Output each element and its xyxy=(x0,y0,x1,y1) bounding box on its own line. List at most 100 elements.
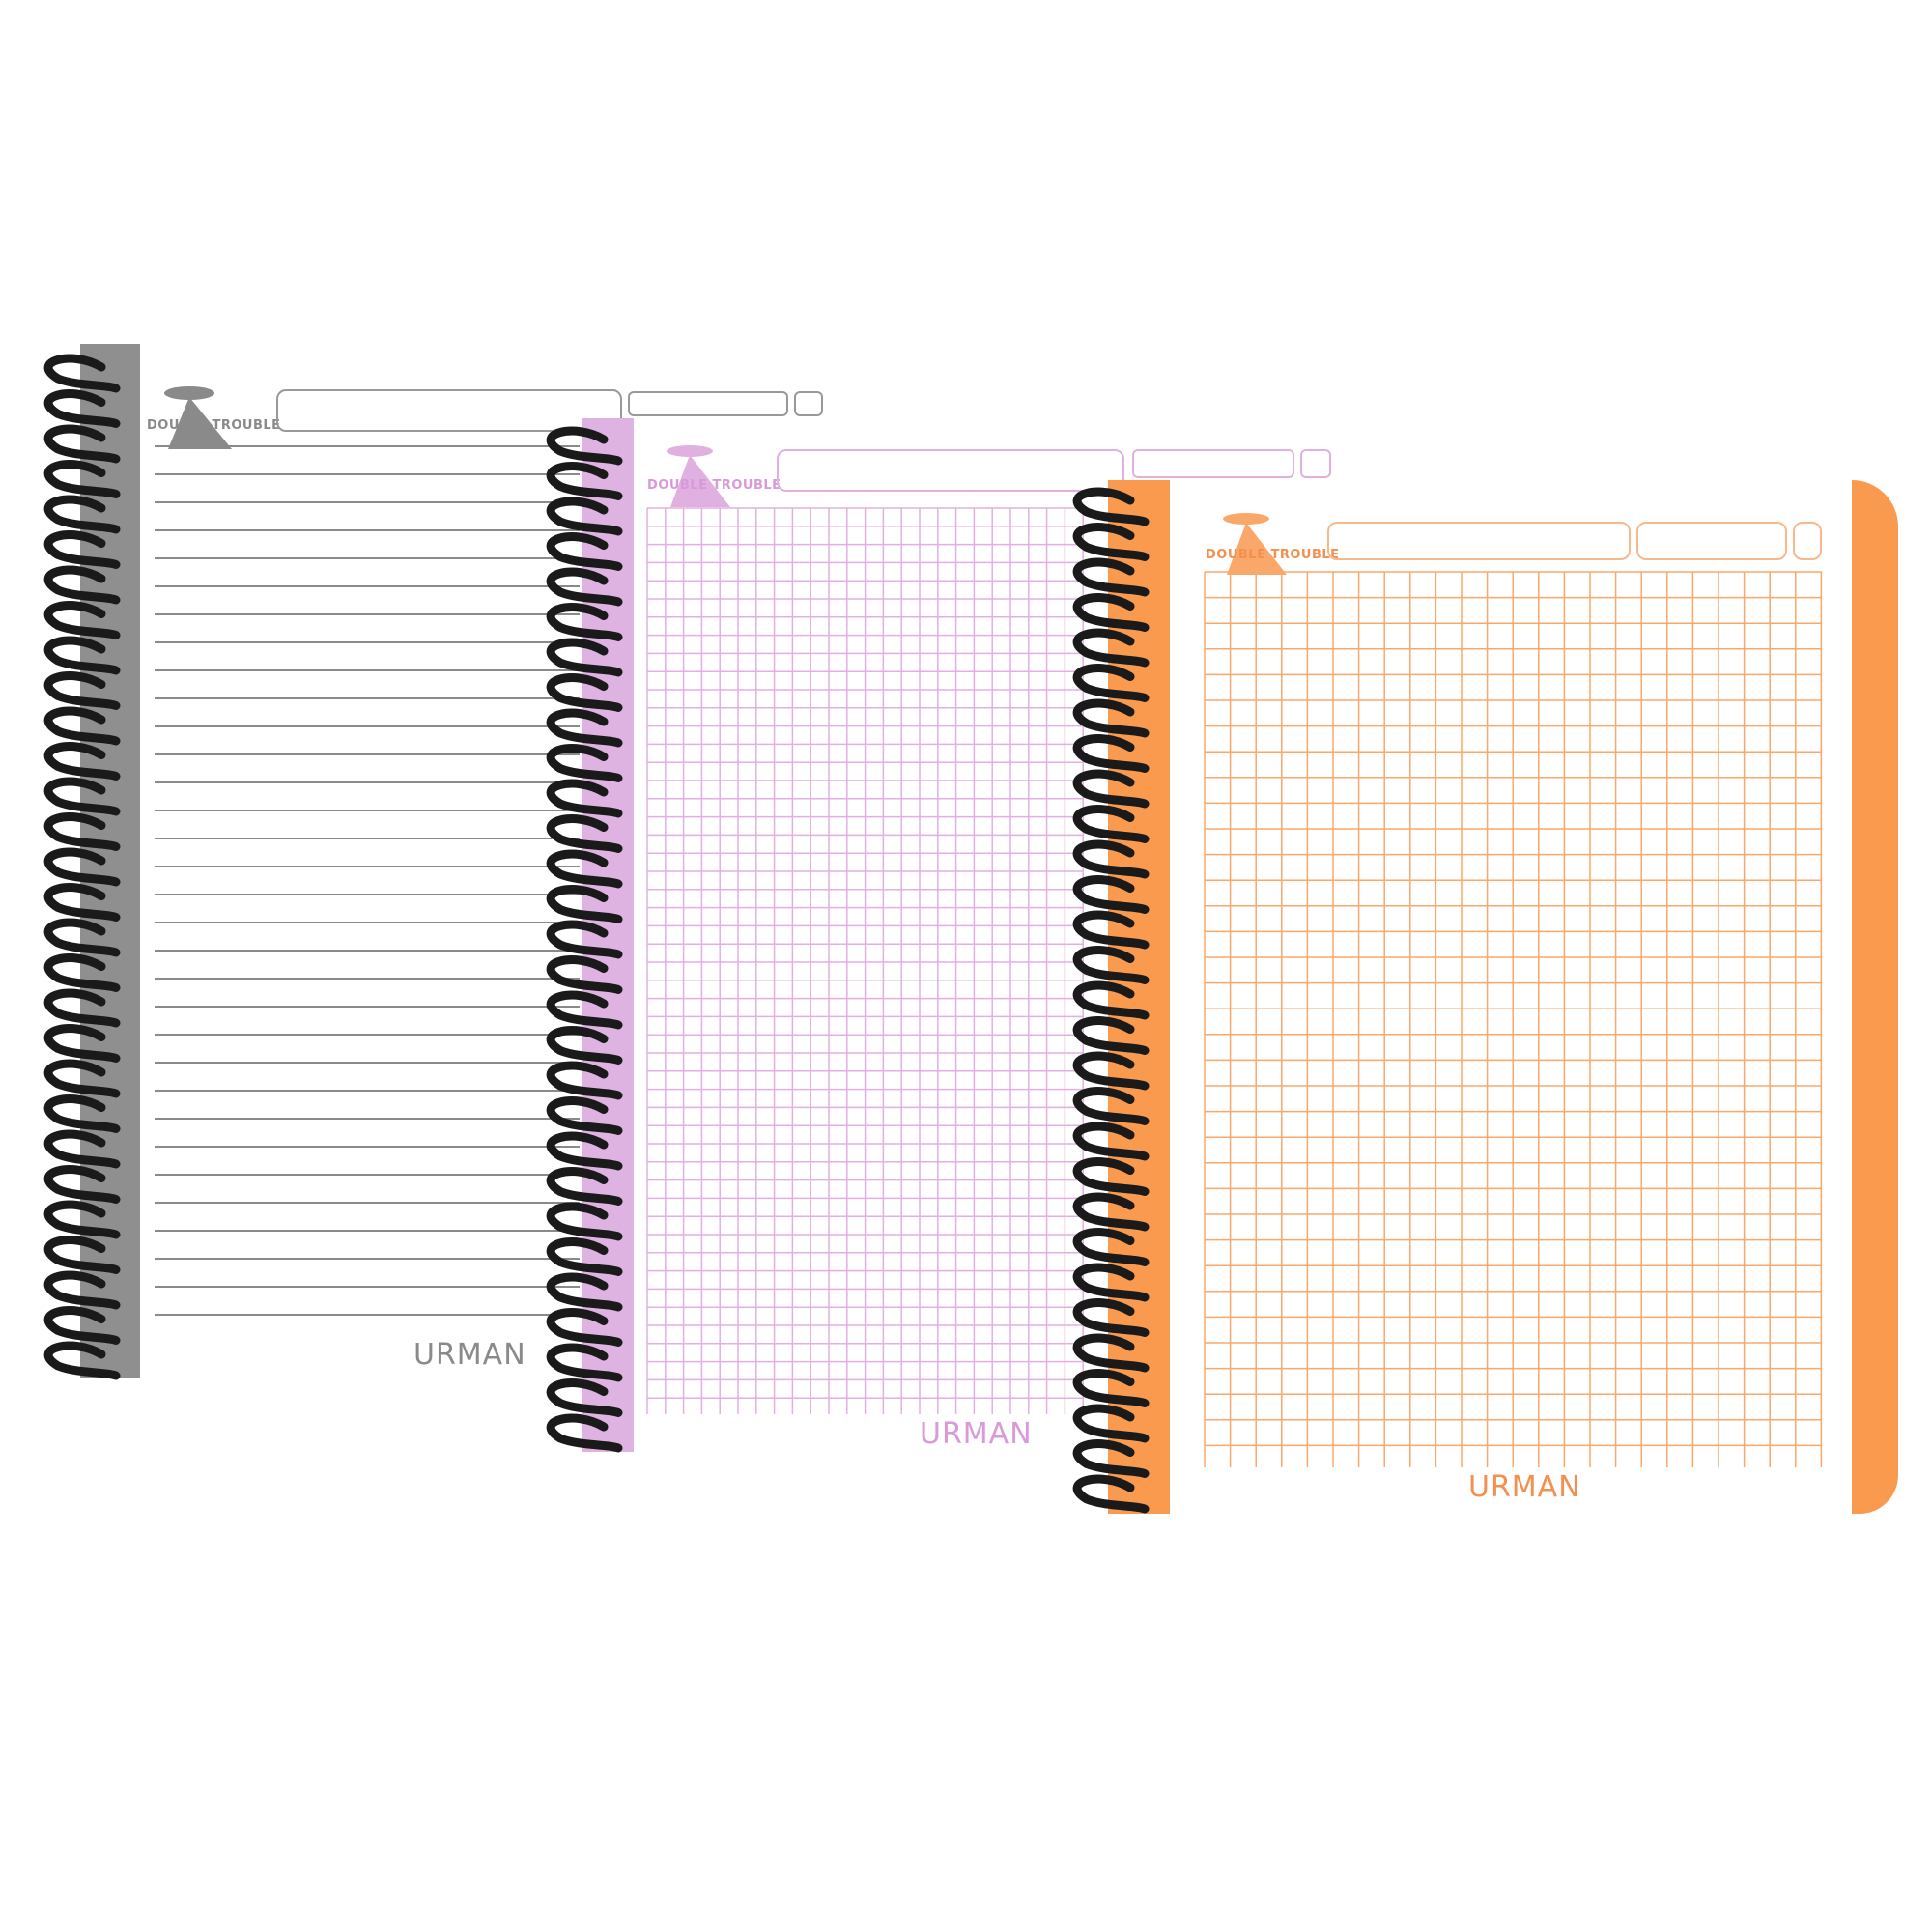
spiral-coil xyxy=(1072,1157,1150,1196)
logo-text: DOUBLE TROUBLE xyxy=(147,418,281,433)
spiral-coil xyxy=(1072,1122,1150,1161)
spiral-coil xyxy=(43,1270,121,1310)
spiral-coil xyxy=(43,495,121,534)
spiral-coil xyxy=(43,636,121,675)
spiral-coil xyxy=(546,955,623,994)
spiral-coil xyxy=(43,847,121,887)
spiral-coil xyxy=(43,918,121,957)
spiral-coil xyxy=(546,1167,623,1206)
spiral-coil xyxy=(1072,910,1150,950)
spiral-coil xyxy=(1072,1298,1150,1337)
spiral-coil xyxy=(546,885,623,923)
name-field-box xyxy=(1327,522,1631,560)
spiral-coil xyxy=(546,1272,623,1312)
spiral-coil xyxy=(43,1024,121,1063)
spiral-coil xyxy=(43,1165,121,1204)
spiral-coil xyxy=(1072,698,1150,738)
spiral-coil xyxy=(546,849,623,889)
spiral-coil xyxy=(546,990,623,1030)
spiral-coil xyxy=(43,565,121,605)
spiral-coil xyxy=(546,1378,623,1417)
spiral-coil xyxy=(1072,734,1150,773)
spiral-coil xyxy=(1072,1228,1150,1266)
logo-text: DOUBLE TROUBLE xyxy=(1206,548,1340,562)
spiral-coil xyxy=(1072,1263,1150,1302)
spiral-coil xyxy=(546,567,623,607)
spiral-coil xyxy=(546,603,623,641)
spiral-coil xyxy=(546,1343,623,1382)
spiral-coil xyxy=(1072,1051,1150,1091)
spiral-coil xyxy=(43,460,121,498)
spiral-coil xyxy=(1072,523,1150,561)
spiral-coil xyxy=(1072,1192,1150,1232)
spiral-coil xyxy=(43,389,121,428)
spiral-coil xyxy=(1072,1474,1150,1514)
edge-stripe-orange xyxy=(1852,480,1898,1514)
spiral-coil xyxy=(43,812,121,851)
spiral-coil xyxy=(1072,1404,1150,1443)
spiral-coil xyxy=(546,744,623,782)
spiral-coil xyxy=(43,671,121,710)
spiral-coil xyxy=(43,1094,121,1133)
brand-logo: URMAN xyxy=(920,1417,1033,1451)
spiral-coil xyxy=(1072,628,1150,668)
spiral-coil xyxy=(546,532,623,571)
name-field-box xyxy=(276,389,622,432)
spiral-coil xyxy=(546,779,623,818)
spiral-coil xyxy=(546,1202,623,1241)
spiral-coil xyxy=(43,1306,121,1345)
spiral-coil xyxy=(1072,664,1150,702)
spiral-coil xyxy=(546,708,623,748)
spiral-coil xyxy=(43,530,121,569)
spiral-coil xyxy=(43,424,121,464)
ufo-logo-icon xyxy=(162,382,249,458)
spiral-coil xyxy=(43,1200,121,1239)
spiral-coil xyxy=(43,1059,121,1098)
spiral-coil xyxy=(1072,769,1150,809)
spiral-coil xyxy=(1072,946,1150,984)
spiral-coil xyxy=(546,1237,623,1276)
spiral-coil xyxy=(1072,1369,1150,1407)
ufo-logo-icon xyxy=(1219,507,1306,583)
brand-logo: URMAN xyxy=(1468,1470,1581,1504)
spiral-coil xyxy=(546,1096,623,1135)
spiral-coil xyxy=(1072,805,1150,843)
spiral-coil xyxy=(546,426,623,466)
spiral-coil xyxy=(546,1308,623,1347)
name-field-box xyxy=(777,449,1124,492)
spiral-coil xyxy=(546,638,623,677)
ufo-logo-icon xyxy=(663,440,750,516)
spiral-coil xyxy=(546,814,623,853)
spiral-coil xyxy=(43,706,121,746)
logo-text: DOUBLE TROUBLE xyxy=(647,478,781,493)
spiral-coil xyxy=(1072,875,1150,914)
spiral-coil xyxy=(546,1026,623,1065)
spiral-coil xyxy=(1072,1016,1150,1055)
date-field-box xyxy=(1132,449,1294,478)
page-no-box xyxy=(794,391,823,416)
date-field-box xyxy=(1636,522,1787,560)
spiral-coil xyxy=(43,777,121,816)
spiral-coil xyxy=(546,1061,623,1100)
spiral-coil xyxy=(43,601,121,639)
brand-logo: URMAN xyxy=(413,1338,526,1372)
spiral-coil xyxy=(546,673,623,712)
page xyxy=(1170,480,1898,1514)
spiral-coil xyxy=(1072,487,1150,526)
spiral-coil xyxy=(546,497,623,536)
spiral-coil xyxy=(1072,1333,1150,1373)
spiral-coil xyxy=(1072,593,1150,632)
page-no-box xyxy=(1300,449,1331,478)
spiral-coil xyxy=(43,1129,121,1169)
spiral-coil xyxy=(546,1413,623,1453)
spiral-coil xyxy=(1072,557,1150,597)
spiral-coil xyxy=(1072,980,1150,1020)
date-field-box xyxy=(628,391,788,416)
spiral-coil xyxy=(546,1131,623,1171)
spiral-coil xyxy=(43,1236,121,1274)
spiral-coil xyxy=(546,462,623,500)
